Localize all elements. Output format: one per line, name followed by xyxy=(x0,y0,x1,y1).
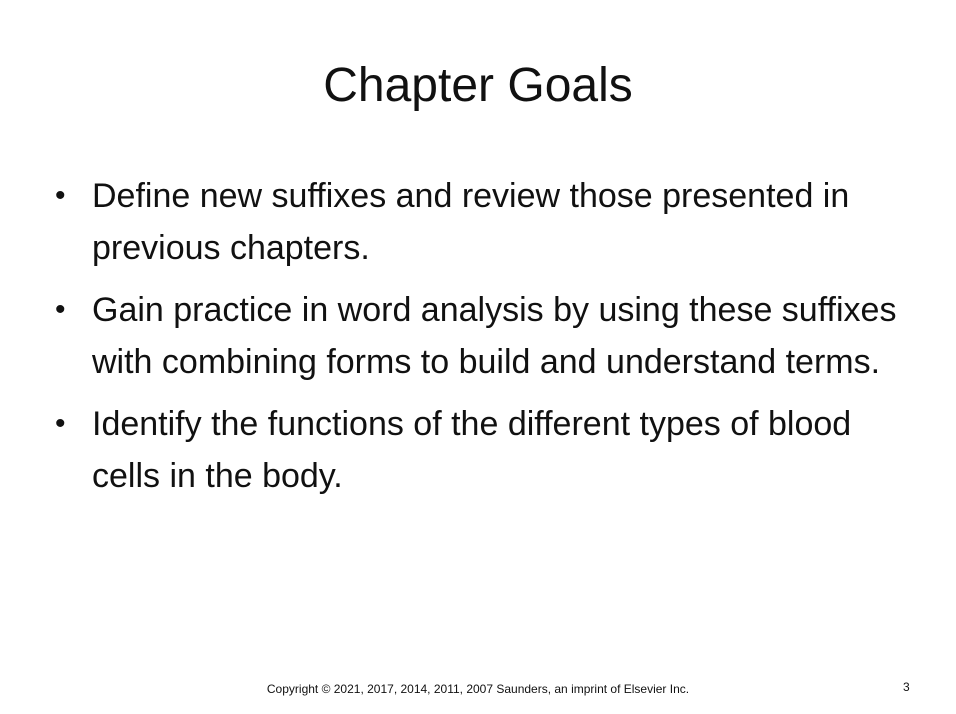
copyright-footer: Copyright © 2021, 2017, 2014, 2011, 2007… xyxy=(0,682,956,696)
goal-text: Gain practice in word analysis by using … xyxy=(92,291,896,381)
slide-title: Chapter Goals xyxy=(0,56,956,116)
bullet-icon: • xyxy=(55,170,75,222)
goal-item: • Gain practice in word analysis by usin… xyxy=(55,284,905,388)
goal-text: Define new suffixes and review those pre… xyxy=(92,177,849,267)
page-number: 3 xyxy=(903,680,910,694)
goal-item: • Define new suffixes and review those p… xyxy=(55,170,905,274)
goal-item: • Identify the functions of the differen… xyxy=(55,398,905,502)
goal-text: Identify the functions of the different … xyxy=(92,405,851,495)
goals-list: • Define new suffixes and review those p… xyxy=(55,170,905,512)
bullet-icon: • xyxy=(55,398,75,450)
bullet-icon: • xyxy=(55,284,75,336)
